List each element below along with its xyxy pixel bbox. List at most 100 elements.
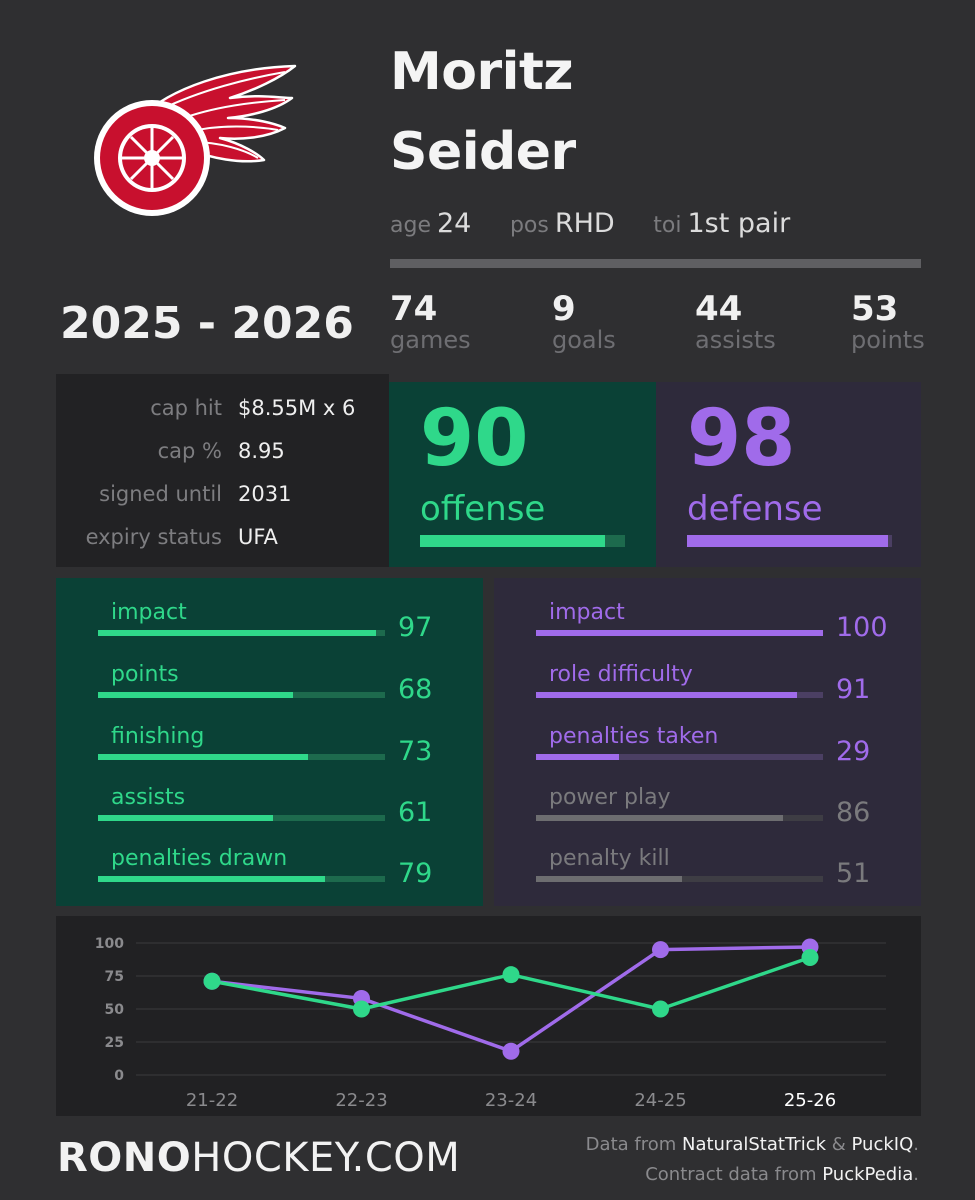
stat-label: goals (552, 326, 616, 354)
metric-label: penalties taken (549, 724, 719, 749)
data-point (203, 972, 221, 990)
metric-bar-fill (98, 692, 294, 698)
y-tick-label: 75 (105, 969, 124, 985)
metric-bar (536, 876, 823, 882)
player-first-name: Moritz (390, 42, 574, 102)
toi-label: toi (653, 213, 682, 238)
contract-value: 8.95 (238, 439, 285, 463)
metric-bar (98, 692, 385, 698)
metric-bar-fill (536, 754, 620, 760)
metric-label: finishing (111, 724, 205, 749)
player-last-name: Seider (390, 122, 576, 182)
header-divider (390, 259, 921, 268)
metric-label: impact (549, 600, 625, 625)
pos-value: RHD (554, 208, 615, 239)
y-tick-label: 50 (105, 1002, 125, 1018)
stat-points: 53 points (851, 292, 925, 352)
defense-label: defense (687, 489, 823, 529)
y-tick-label: 25 (105, 1035, 124, 1051)
stat-value: 44 (695, 289, 743, 329)
defense-metric: impact 100 (536, 600, 916, 650)
metric-label: power play (549, 785, 671, 810)
offense-metric: finishing 73 (98, 724, 478, 774)
metric-bar-fill (536, 815, 783, 821)
metric-bar-fill (98, 876, 325, 882)
offense-metric: assists 61 (98, 785, 478, 835)
defense-metric: role difficulty 91 (536, 662, 916, 712)
contract-label: signed until (99, 482, 222, 506)
metric-value: 51 (836, 858, 871, 889)
offense-metric: points 68 (98, 662, 478, 712)
contract-panel: cap hit $8.55M x 6 cap % 8.95 signed unt… (56, 374, 389, 567)
x-tick-label: 21-22 (186, 1090, 238, 1111)
offense-bar (420, 535, 625, 547)
metric-bar (536, 815, 823, 821)
credit-source-link[interactable]: PuckPedia (822, 1164, 914, 1185)
pos-label: pos (509, 213, 549, 238)
credit-text: . (913, 1134, 919, 1155)
metric-label: assists (111, 785, 186, 810)
brand-wordmark: RONOHOCKEY.COM (57, 1135, 460, 1181)
credit-text: Contract data from (645, 1164, 823, 1185)
metric-bar (98, 630, 385, 636)
metric-label: points (111, 662, 179, 687)
contract-label: cap hit (150, 396, 222, 420)
metric-value: 79 (398, 858, 433, 889)
defense-metric: power play 86 (536, 785, 916, 835)
metric-bar (98, 754, 385, 760)
series-line (211, 955, 811, 1011)
offense-metrics-panel: impact 97 points 68 finishing 73 assists… (56, 578, 483, 906)
stat-goals: 9 goals (552, 292, 616, 352)
metric-value: 68 (398, 674, 433, 705)
metric-bar-fill (98, 815, 274, 821)
contract-label: cap % (157, 439, 222, 463)
contract-value: 2031 (238, 482, 292, 506)
metric-bar (98, 876, 385, 882)
offense-metric: penalties drawn 79 (98, 846, 478, 896)
offense-score-box: 90 offense (389, 382, 656, 567)
contract-value: $8.55M x 6 (238, 396, 356, 420)
offense-label: offense (420, 489, 546, 529)
metric-bar (536, 692, 823, 698)
data-point (353, 1000, 370, 1018)
metric-value: 86 (836, 797, 871, 828)
season-label: 2025 - 2026 (60, 298, 354, 349)
toi-value: 1st pair (687, 208, 791, 239)
contract-label: expiry status (85, 525, 222, 549)
metric-value: 61 (398, 797, 433, 828)
stat-assists: 44 assists (695, 292, 776, 352)
metric-label: impact (111, 600, 187, 625)
player-meta: age 24 pos RHD toi 1st pair (390, 208, 820, 239)
credit-text: Data from (585, 1134, 682, 1155)
metric-label: penalty kill (549, 846, 670, 871)
metric-bar-fill (536, 692, 798, 698)
credit-source-link[interactable]: NaturalStatTrick (681, 1134, 827, 1155)
contract-credit: Contract data from PuckPedia. (645, 1164, 919, 1185)
metric-value: 73 (398, 736, 433, 767)
data-credit: Data from NaturalStatTrick & PuckIQ. (586, 1134, 919, 1155)
offense-metric: impact 97 (98, 600, 478, 650)
x-tick-label: 25-26 (784, 1090, 836, 1111)
stat-label: points (851, 326, 925, 354)
credit-text: & (826, 1134, 852, 1155)
stat-label: games (390, 326, 471, 354)
metric-value: 100 (836, 612, 888, 643)
defense-score: 98 (687, 394, 796, 484)
metric-value: 91 (836, 674, 871, 705)
metric-label: role difficulty (549, 662, 693, 687)
credit-text: . (913, 1164, 919, 1185)
data-point (502, 966, 520, 984)
metric-label: penalties drawn (111, 846, 288, 871)
metric-bar (536, 754, 823, 760)
trend-chart: 0 25 50 75 100 21-22 22-23 23-24 24-25 25-26 (56, 916, 921, 1116)
metric-value: 29 (836, 736, 871, 767)
stat-games: 74 games (390, 292, 471, 352)
credit-source-link[interactable]: PuckIQ (851, 1134, 914, 1155)
defense-bar-fill (687, 535, 888, 547)
metric-bar-fill (98, 754, 308, 760)
team-logo-icon (94, 64, 297, 216)
brand-rest: HOCKEY.COM (191, 1135, 461, 1181)
data-point (801, 949, 819, 967)
data-point (652, 941, 669, 959)
x-tick-label: 23-24 (485, 1090, 537, 1111)
